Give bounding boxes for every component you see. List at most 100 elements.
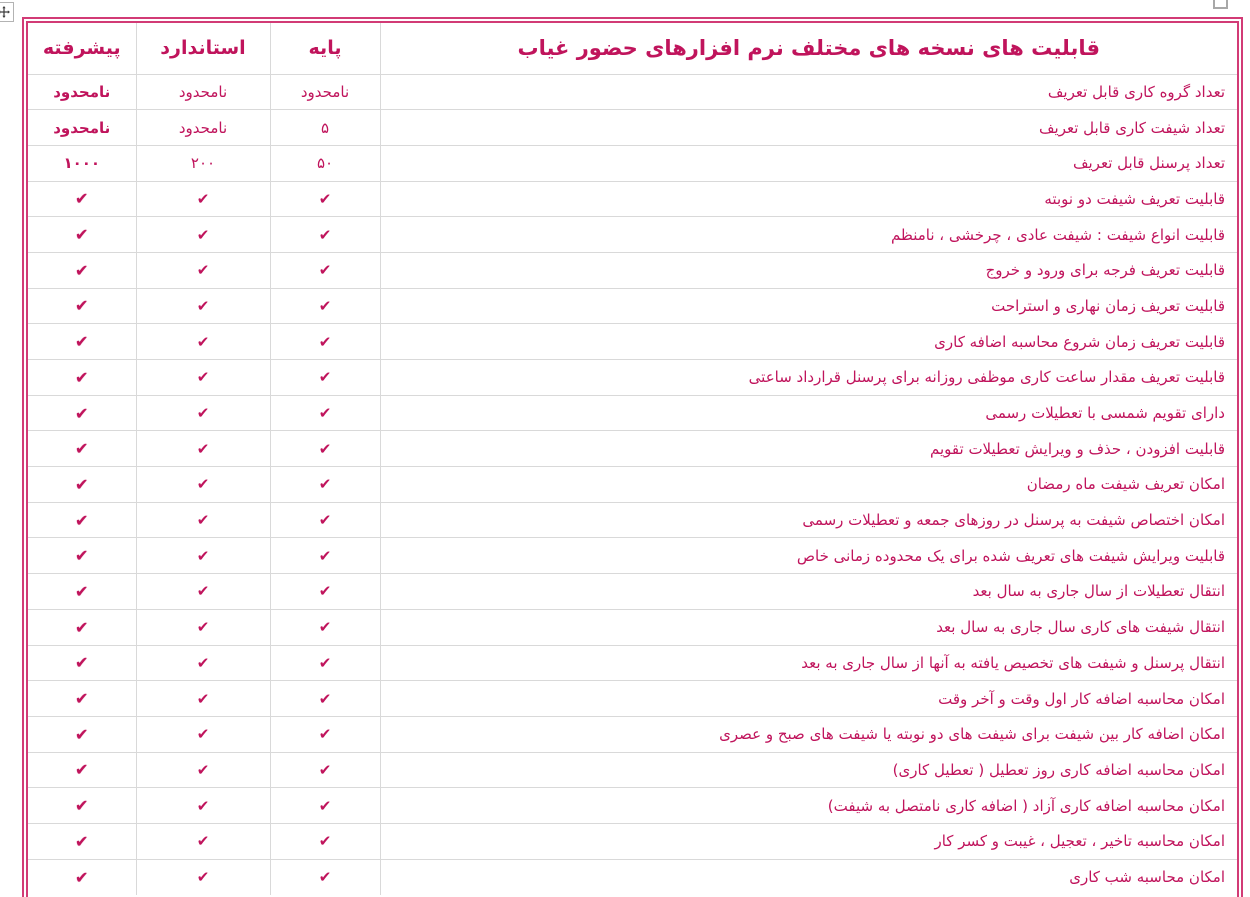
check-icon: ✔ [75,189,89,209]
advanced-value-cell: ✔ [28,787,137,824]
advanced-value-cell: ✔ [28,501,137,539]
feature-cell: قابلیت تعریف زمان شروع محاسبه اضافه کاری [379,323,1237,360]
table-title: قابلیت های نسخه های مختلف نرم افزارهای ح… [379,23,1237,75]
check-icon: ✔ [196,332,210,351]
advanced-value-cell: ✔ [28,573,137,610]
feature-cell: تعداد پرسنل قابل تعریف [379,144,1237,182]
check-icon: ✔ [75,225,89,245]
standard-value-cell: ✔ [135,715,271,753]
feature-cell: انتقال تعطیلات از سال جاری به سال بعد [379,573,1237,610]
table-row: قابلیت تعریف فرجه برای ورود و خروج ✔ ✔ ✔ [28,251,1237,289]
check-icon: ✔ [318,368,332,387]
check-icon: ✔ [196,225,210,244]
advanced-value-cell: ✔ [28,430,137,468]
advanced-value-cell: نامحدود [28,73,137,111]
feature-cell: تعداد شیفت کاری قابل تعریف [379,109,1237,146]
advanced-value-cell: ✔ [28,287,137,325]
table-row: تعداد شیفت کاری قابل تعریف ۵ نامحدود نامحدو… [28,109,1237,146]
advanced-value-cell: ✔ [28,858,137,896]
table-row: امکان محاسبه تاخیر ، تعجیل ، غیبت و کسر … [28,822,1237,860]
check-icon: ✔ [318,618,332,637]
check-icon: ✔ [196,368,210,387]
standard-value-cell: ✔ [135,180,271,218]
advanced-value-cell: نامحدود [28,109,137,146]
check-icon: ✔ [196,404,210,423]
advanced-value-cell: ✔ [28,751,137,789]
basic-value-cell: ✔ [269,715,381,753]
check-icon: ✔ [196,439,210,458]
check-icon: ✔ [318,511,332,530]
check-icon: ✔ [318,225,332,244]
table-row: انتقال شیفت های کاری سال جاری به سال بعد… [28,608,1237,646]
basic-value-cell: ✔ [269,537,381,575]
check-icon: ✔ [75,474,89,494]
check-icon: ✔ [196,296,210,315]
standard-value-cell: ✔ [135,394,271,432]
check-icon: ✔ [318,725,332,744]
standard-value-cell: ✔ [135,822,271,860]
table-row: قابلیت افزودن ، حذف و ویرایش تعطیلات تقو… [28,430,1237,468]
standard-value-cell: ✔ [135,430,271,468]
advanced-value-cell: ✔ [28,537,137,575]
check-icon: ✔ [318,868,332,887]
basic-value-cell: ✔ [269,466,381,503]
check-icon: ✔ [75,831,89,851]
column-header-advanced: پیشرفته [28,23,137,75]
check-icon: ✔ [318,296,332,315]
advanced-value-cell: ✔ [28,644,137,682]
feature-cell: امکان محاسبه اضافه کاری آزاد ( اضافه کار… [379,787,1237,824]
check-icon: ✔ [75,403,89,423]
standard-value-cell: ✔ [135,858,271,896]
basic-value-cell: ✔ [269,608,381,646]
table-move-handle[interactable] [0,2,14,22]
basic-value-cell: ✔ [269,287,381,325]
standard-value-cell: ✔ [135,644,271,682]
standard-value-cell: نامحدود [135,109,271,146]
basic-value-cell: ✔ [269,359,381,396]
table-row: قابلیت تعریف شیفت دو نوبته ✔ ✔ ✔ [28,180,1237,218]
basic-value-cell: ✔ [269,751,381,789]
check-icon: ✔ [75,689,89,709]
advanced-value-cell: ✔ [28,715,137,753]
check-icon: ✔ [318,653,332,672]
basic-value-cell: ۵ [269,109,381,146]
check-icon: ✔ [196,796,210,815]
feature-cell: دارای تقویم شمسی با تعطیلات رسمی [379,394,1237,432]
feature-cell: قابلیت ویرایش شیفت های تعریف شده برای یک… [379,537,1237,575]
advanced-value-cell: ✔ [28,680,137,717]
basic-value-cell: ✔ [269,323,381,360]
table-row: قابلیت تعریف زمان نهاری و استراحت ✔ ✔ ✔ [28,287,1237,325]
check-icon: ✔ [75,260,89,280]
table-row: تعداد گروه کاری قابل تعریف نامحدود نامحدود… [28,73,1237,111]
basic-value-cell: ✔ [269,822,381,860]
standard-value-cell: ✔ [135,787,271,824]
check-icon: ✔ [318,760,332,779]
basic-value-cell: ✔ [269,180,381,218]
feature-cell: امکان تعریف شیفت ماه رمضان [379,466,1237,503]
table-body: تعداد گروه کاری قابل تعریف نامحدود نامحدود… [28,73,1237,896]
basic-value-cell: ✔ [269,680,381,717]
standard-value-cell: ✔ [135,751,271,789]
standard-value-cell: ✔ [135,287,271,325]
check-icon: ✔ [196,725,210,744]
check-icon: ✔ [75,724,89,744]
feature-cell: تعداد گروه کاری قابل تعریف [379,73,1237,111]
advanced-value-cell: ✔ [28,180,137,218]
feature-comparison-table: قابلیت های نسخه های مختلف نرم افزارهای ح… [28,23,1237,896]
basic-value-cell: ✔ [269,501,381,539]
table-row: قابلیت انواع شیفت : شیفت عادی ، چرخشی ، … [28,216,1237,253]
table-resize-handle[interactable] [1213,0,1228,9]
basic-value-cell: ✔ [269,216,381,253]
table-row: تعداد پرسنل قابل تعریف ۵۰ ۲۰۰ ۱۰۰۰ [28,144,1237,182]
check-icon: ✔ [196,689,210,708]
feature-cell: قابلیت افزودن ، حذف و ویرایش تعطیلات تقو… [379,430,1237,468]
advanced-value-cell: ✔ [28,323,137,360]
feature-cell: قابلیت انواع شیفت : شیفت عادی ، چرخشی ، … [379,216,1237,253]
check-icon: ✔ [75,367,89,387]
check-icon: ✔ [318,332,332,351]
standard-value-cell: ۲۰۰ [135,144,271,182]
check-icon: ✔ [196,261,210,280]
basic-value-cell: ✔ [269,573,381,610]
standard-value-cell: ✔ [135,501,271,539]
